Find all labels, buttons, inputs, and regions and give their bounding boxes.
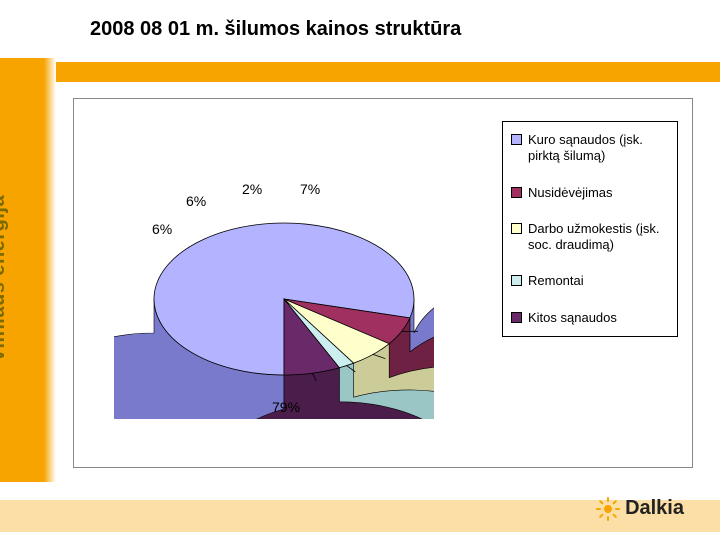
header-stripe [0,58,720,86]
legend-item: Nusidėvėjimas [511,185,669,201]
legend-label: Remontai [528,273,669,289]
sidebar-brand: Vilniaus energija [0,195,10,362]
legend-label: Darbo užmokestis (įsk. soc. draudimą) [528,221,669,254]
legend-label: Nusidėvėjimas [528,185,669,201]
legend-swatch [511,312,522,323]
pie-chart: 79% 6% 6% 2% 7% [114,159,434,419]
legend-swatch [511,275,522,286]
legend-swatch [511,134,522,145]
pct-label: 6% [186,193,206,209]
chart-frame: 79% 6% 6% 2% 7% Kuro sąnaudos (įsk. pirktą š… [73,98,693,468]
pct-label: 7% [300,181,320,197]
slide-root: 2008 08 01 m. šilumos kainos struktūra V… [0,0,720,540]
legend-swatch [511,223,522,234]
legend-item: Remontai [511,273,669,289]
footer-logo: Dalkia [597,497,684,520]
pct-label: 79% [272,399,300,415]
pct-label: 6% [152,221,172,237]
legend-item: Kuro sąnaudos (įsk. pirktą šilumą) [511,132,669,165]
footer-logo-text: Dalkia [625,497,684,520]
sidebar: Vilniaus energija [0,58,56,482]
sun-icon [597,498,619,520]
page-title: 2008 08 01 m. šilumos kainos struktūra [90,18,461,41]
pct-label: 2% [242,181,262,197]
legend-item: Kitos sąnaudos [511,310,669,326]
legend: Kuro sąnaudos (įsk. pirktą šilumą) Nusidė… [502,121,678,337]
legend-swatch [511,187,522,198]
pie-svg [114,159,434,419]
legend-item: Darbo užmokestis (įsk. soc. draudimą) [511,221,669,254]
legend-label: Kuro sąnaudos (įsk. pirktą šilumą) [528,132,669,165]
legend-label: Kitos sąnaudos [528,310,669,326]
